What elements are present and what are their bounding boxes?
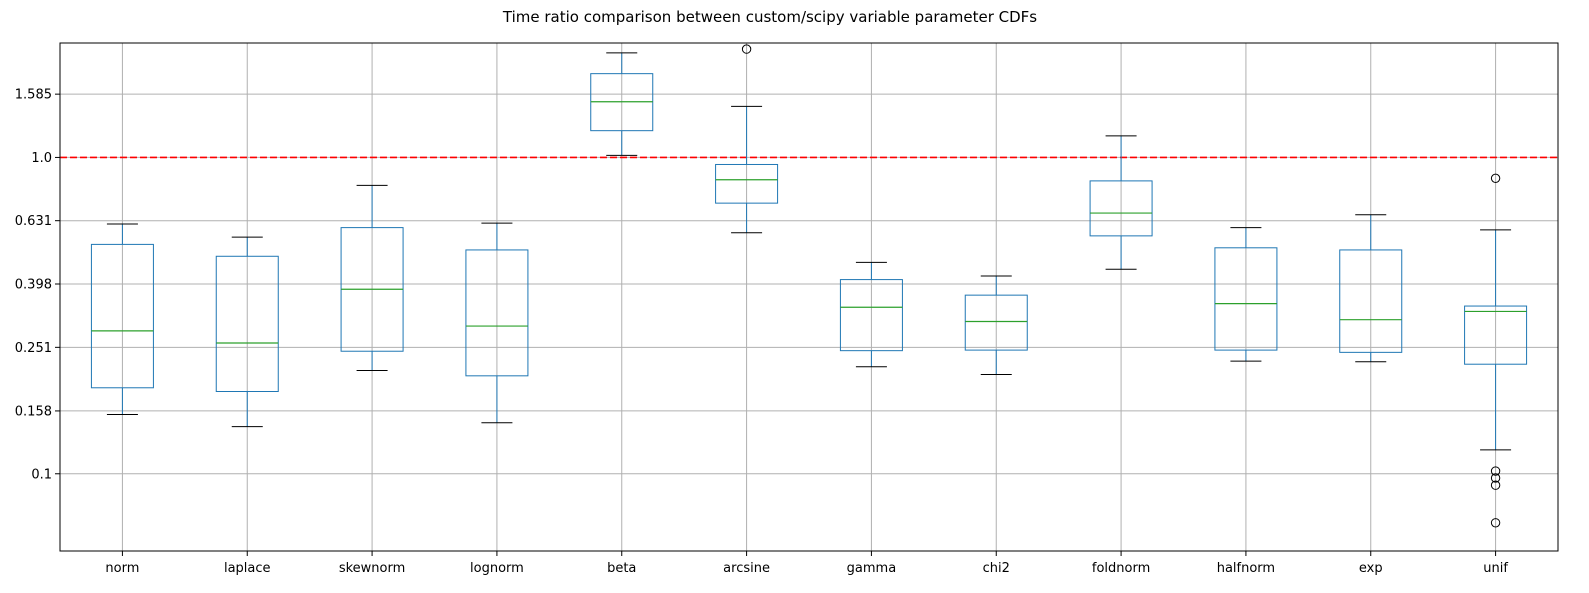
x-tick-label: skewnorm (339, 561, 405, 576)
outlier-point (1490, 473, 1501, 483)
x-tick-label: norm (105, 561, 139, 576)
box-halfnorm (1214, 227, 1278, 362)
y-tick-label: 0.1 (31, 467, 52, 482)
x-tick-label: halfnorm (1217, 561, 1275, 576)
x-tick-label: gamma (847, 561, 897, 576)
box-iqr (839, 279, 903, 352)
box-norm (90, 223, 154, 415)
box-iqr (1214, 247, 1278, 351)
box-iqr (1464, 305, 1528, 365)
box-exp (1339, 214, 1403, 363)
outlier-point (1490, 518, 1501, 528)
box-foldnorm (1089, 135, 1153, 270)
box-iqr (1339, 249, 1403, 353)
x-tick-label: beta (607, 561, 636, 576)
outlier-point (1490, 480, 1501, 490)
x-tick-label: lognorm (470, 561, 524, 576)
box-iqr (90, 243, 154, 389)
box-iqr (465, 249, 529, 377)
x-tick-label: exp (1359, 561, 1383, 576)
box-unif (1464, 173, 1528, 528)
outlier-point (1490, 173, 1501, 184)
box-iqr (1089, 180, 1153, 237)
box-skewnorm (340, 184, 404, 372)
box-iqr (964, 294, 1028, 351)
y-tick-label: 1.0 (31, 151, 52, 166)
y-tick-label: 0.251 (15, 341, 52, 356)
box-beta (590, 52, 654, 156)
box-lognorm (465, 222, 529, 424)
axes-group: 0.1 0.158 0.251 0.398 0.631 1.0 1.585 norm lapla… (15, 42, 1559, 576)
outlier-point (1490, 466, 1501, 476)
chart-title: Time ratio comparison between custom/sci… (502, 8, 1037, 26)
y-tick-label: 0.398 (15, 278, 52, 293)
box-arcsine (715, 44, 779, 234)
box-chi2 (964, 275, 1028, 375)
box-iqr (215, 255, 279, 393)
plot-frame (59, 42, 1559, 552)
boxes-group (90, 44, 1528, 528)
x-tick-label: laplace (224, 561, 271, 576)
outlier-point (741, 44, 752, 54)
box-laplace (215, 236, 279, 428)
y-tick-label: 1.585 (15, 88, 52, 103)
box-gamma (839, 261, 903, 368)
x-tick-label: unif (1483, 561, 1508, 576)
box-iqr (715, 163, 779, 204)
x-tick-label: chi2 (983, 561, 1010, 576)
y-tick-label: 0.631 (15, 214, 52, 229)
grid-lines (60, 43, 1558, 551)
y-tick-label: 0.158 (15, 404, 52, 419)
x-tick-label: arcsine (723, 561, 770, 576)
x-tick-label: foldnorm (1092, 561, 1150, 576)
